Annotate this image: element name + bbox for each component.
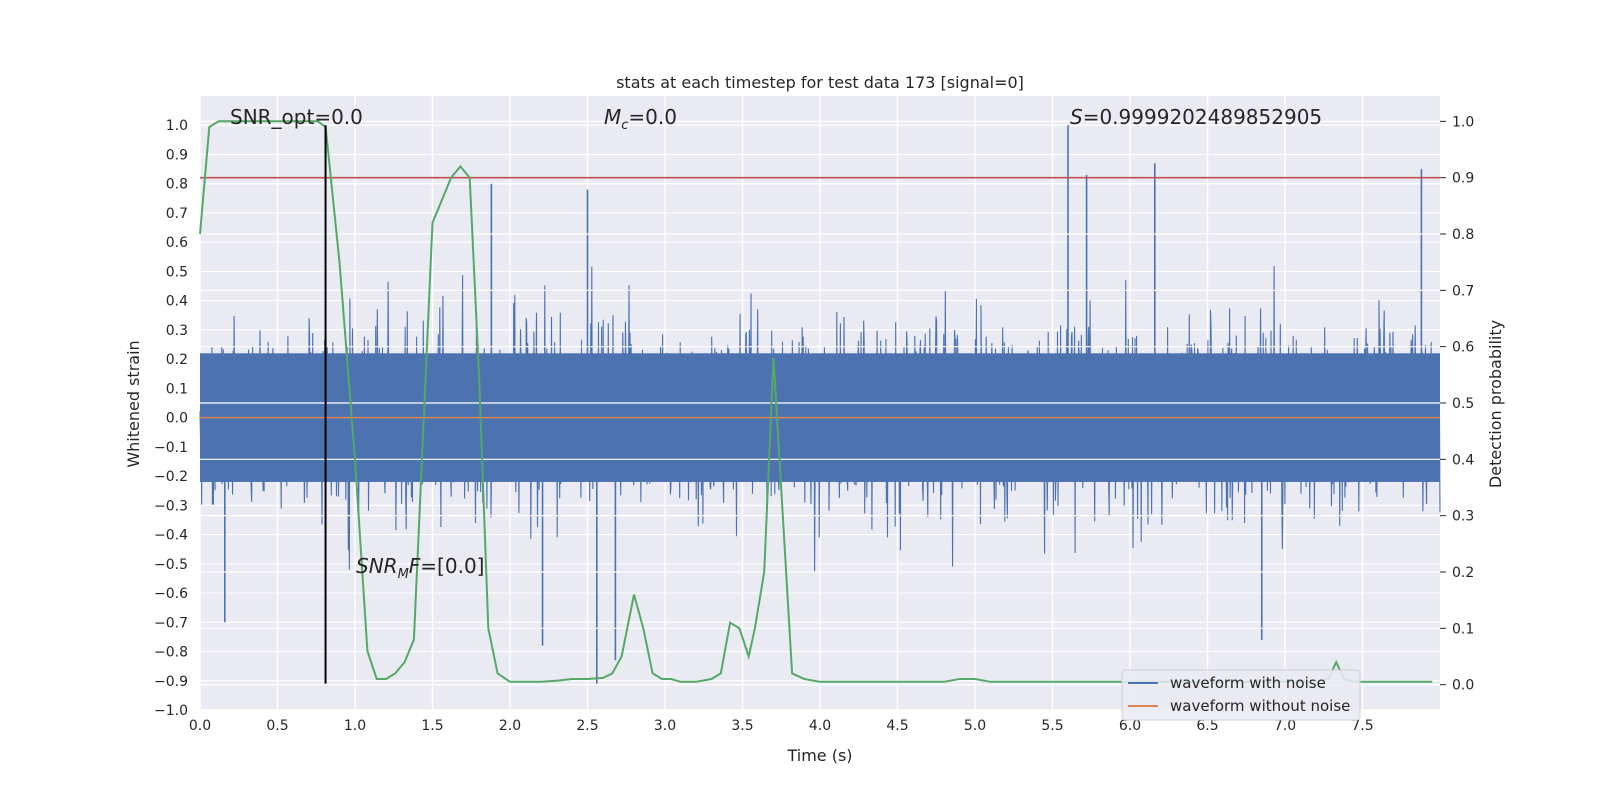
annotation-chirp-mass-value: =0.0 bbox=[628, 105, 677, 129]
x-tick-label: 3.5 bbox=[731, 718, 753, 734]
annotation-score-value: =0.9999202489852905 bbox=[1083, 105, 1322, 129]
y-tick-label: 0.6 bbox=[166, 235, 188, 251]
annotation-snr-opt: SNR_opt=0.0 bbox=[230, 105, 363, 129]
y2-tick-label: 0.7 bbox=[1452, 283, 1474, 299]
y-tick-label: 0.8 bbox=[166, 177, 188, 193]
x-tick-label: 6.5 bbox=[1196, 718, 1218, 734]
chart-overlays bbox=[199, 120, 1440, 686]
y2-tick-label: 0.6 bbox=[1452, 340, 1474, 356]
y-tick-label: 1.0 bbox=[166, 118, 188, 134]
y-tick-label: −1.0 bbox=[154, 703, 188, 719]
y2-tick-label: 0.0 bbox=[1452, 678, 1474, 694]
x-tick-label: 0.0 bbox=[189, 718, 211, 734]
x-tick-label: 3.0 bbox=[654, 718, 676, 734]
annotation-chirp-mass: Mc=0.0 bbox=[604, 105, 677, 133]
y-tick-label: 0.5 bbox=[166, 264, 188, 280]
y2-tick-label: 0.4 bbox=[1452, 452, 1474, 468]
annotation-snr-mf-symbol: SNR bbox=[356, 554, 398, 578]
annotation-snr-mf-value: =[0.0] bbox=[420, 554, 484, 578]
y-tick-label: 0.0 bbox=[166, 411, 188, 427]
x-tick-label: 1.0 bbox=[344, 718, 366, 734]
y2-tick-label: 0.3 bbox=[1452, 509, 1474, 525]
y2-tick-label: 0.1 bbox=[1452, 621, 1474, 637]
annotation-snr-mf-subscript: M bbox=[398, 567, 409, 582]
y-tick-label: −0.4 bbox=[154, 528, 188, 544]
x-axis-label: Time (s) bbox=[786, 746, 852, 765]
y-axis-label: Whitened strain bbox=[124, 340, 143, 467]
y-tick-label: 0.4 bbox=[166, 294, 188, 310]
y2-tick-label: 0.2 bbox=[1452, 565, 1474, 581]
y-tick-label: 0.7 bbox=[166, 206, 188, 222]
annotation-score: S=0.9999202489852905 bbox=[1070, 105, 1322, 129]
y2-tick-label: 0.5 bbox=[1452, 396, 1474, 412]
y-tick-label: −0.7 bbox=[154, 615, 188, 631]
legend-box bbox=[1121, 669, 1361, 721]
y-tick-label: −0.1 bbox=[154, 440, 188, 456]
annotation-chirp-mass-symbol: M bbox=[604, 105, 621, 129]
y-tick-label: −0.8 bbox=[154, 645, 188, 661]
y-tick-label: −0.2 bbox=[154, 469, 188, 485]
legend: waveform with noise waveform without noi… bbox=[1121, 669, 1361, 721]
tick-labels: 0.0 0.5 1.0 1.5 2.0 2.5 3.0 3.5 4.0 4.5 5.0 5.5 6.0 6… bbox=[154, 114, 1474, 734]
y-tick-label: 0.2 bbox=[166, 352, 188, 368]
x-tick-label: 5.0 bbox=[964, 718, 986, 734]
x-tick-label: 2.5 bbox=[576, 718, 598, 734]
x-tick-label: 0.5 bbox=[266, 718, 288, 734]
y2-tick-label: 1.0 bbox=[1452, 114, 1474, 130]
legend-entry-clean: waveform without noise bbox=[1170, 697, 1350, 715]
y-tick-label: −0.3 bbox=[154, 498, 188, 514]
chart-title: stats at each timestep for test data 173… bbox=[616, 73, 1024, 92]
y-tick-label: 0.9 bbox=[166, 147, 188, 163]
y2-axis-label: Detection probability bbox=[1486, 320, 1505, 488]
y-tick-label: −0.9 bbox=[154, 674, 188, 690]
x-tick-label: 2.0 bbox=[499, 718, 521, 734]
legend-entry-noise: waveform with noise bbox=[1170, 674, 1326, 692]
annotation-score-symbol: S bbox=[1070, 105, 1083, 129]
y-tick-label: −0.5 bbox=[154, 557, 188, 573]
y-tick-label: −0.6 bbox=[154, 586, 188, 602]
x-tick-label: 7.5 bbox=[1351, 718, 1373, 734]
y-tick-label: 0.1 bbox=[166, 381, 188, 397]
y2-tick-label: 0.8 bbox=[1452, 227, 1474, 243]
x-tick-label: 6.0 bbox=[1119, 718, 1141, 734]
x-tick-label: 1.5 bbox=[421, 718, 443, 734]
x-tick-label: 4.5 bbox=[886, 718, 908, 734]
y-tick-label: 0.3 bbox=[166, 323, 188, 339]
annotation-snr-mf: SNRMF=[0.0] bbox=[356, 554, 484, 582]
x-tick-label: 7.0 bbox=[1274, 718, 1296, 734]
annotation-snr-mf-tail: F bbox=[409, 554, 421, 578]
x-tick-label: 4.0 bbox=[809, 718, 831, 734]
detection-probability-line bbox=[199, 120, 1433, 683]
annotation-chirp-mass-subscript: c bbox=[621, 118, 628, 133]
y2-tick-label: 0.9 bbox=[1452, 171, 1474, 187]
x-tick-label: 5.5 bbox=[1041, 718, 1063, 734]
